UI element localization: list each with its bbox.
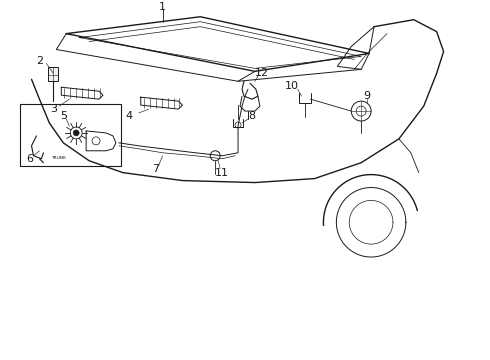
Text: 10: 10	[285, 81, 299, 91]
Text: 1: 1	[159, 2, 166, 12]
Text: 5: 5	[60, 111, 67, 121]
Bar	[49, 67, 58, 81]
Text: 8: 8	[248, 111, 255, 121]
Text: 9: 9	[364, 91, 371, 101]
Text: 2: 2	[36, 57, 43, 67]
Text: 6: 6	[26, 154, 33, 164]
Text: TRUNK: TRUNK	[51, 156, 66, 160]
Text: 11: 11	[215, 168, 229, 177]
Text: 7: 7	[152, 164, 159, 174]
Bar	[20, 104, 121, 166]
Text: 12: 12	[255, 68, 269, 78]
Circle shape	[70, 127, 82, 139]
Circle shape	[210, 151, 220, 161]
Text: 3: 3	[50, 104, 57, 114]
Circle shape	[73, 130, 79, 136]
Text: 4: 4	[125, 111, 132, 121]
